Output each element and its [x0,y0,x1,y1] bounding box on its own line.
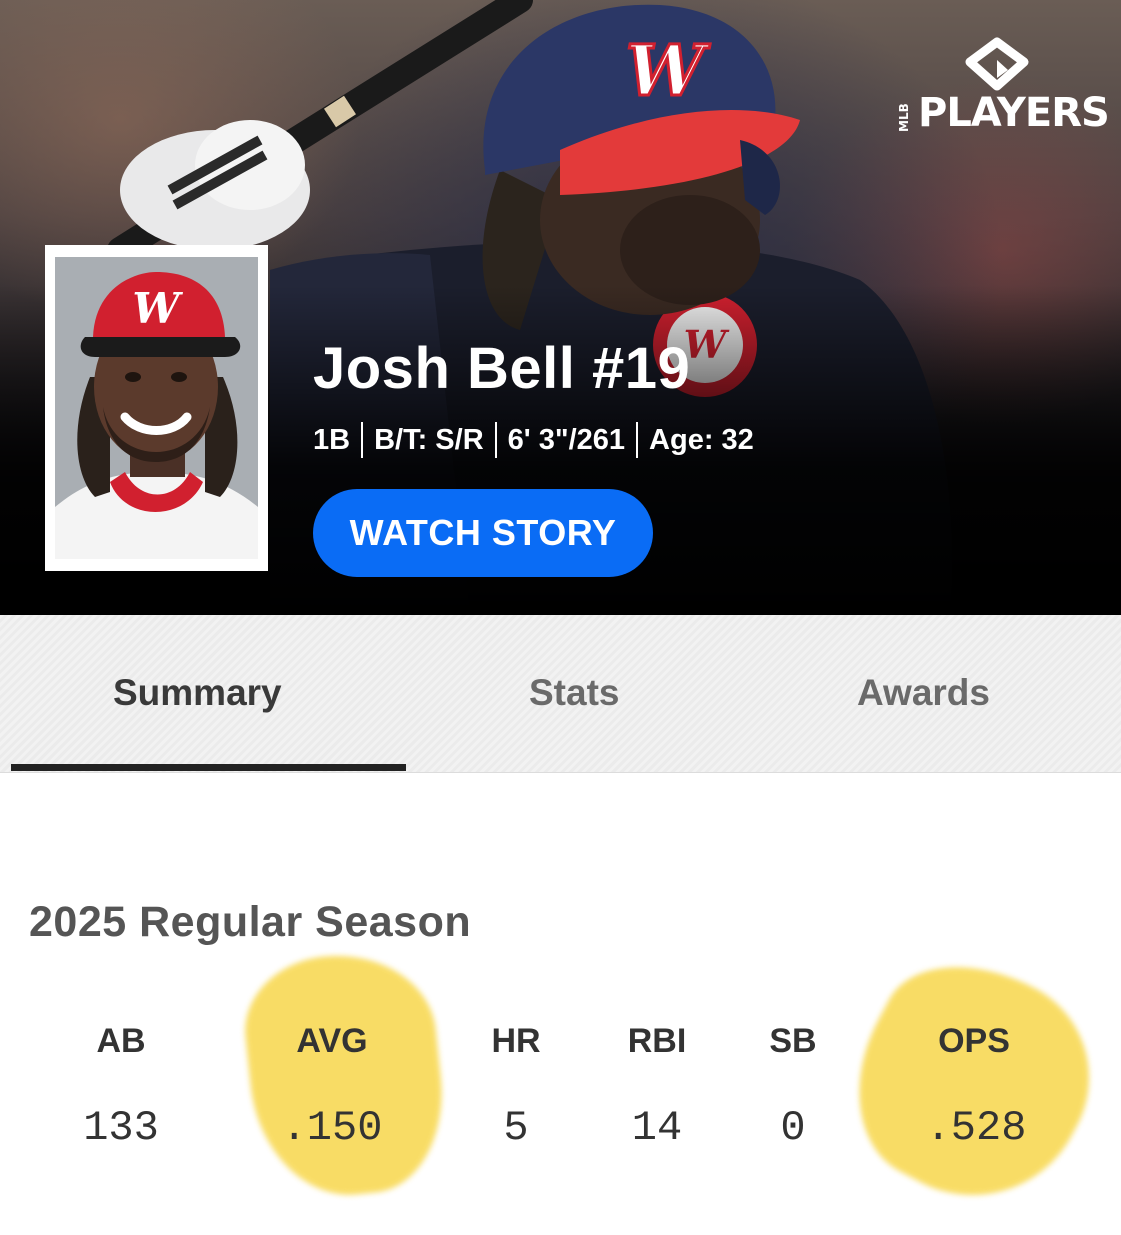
player-age: Age: 32 [649,423,754,456]
ops-highlight-mark [820,930,1121,1235]
player-headshot-card: W [45,245,268,571]
watch-story-button[interactable]: WATCH STORY [313,489,653,577]
player-hero-banner: W W MLB PLAYERS [0,0,1121,615]
mlb-small-wordmark: MLB [897,103,911,132]
stat-value-hr: 5 [503,1104,529,1152]
stat-header-avg: AVG [296,1022,368,1060]
stat-value-rbi: 14 [631,1104,683,1152]
stat-value-avg: .150 [281,1104,383,1152]
stat-header-sb: SB [769,1022,817,1060]
tab-stats[interactable]: Stats [529,672,620,713]
stat-header-rbi: RBI [627,1022,687,1060]
stat-header-ab: AB [96,1022,146,1060]
player-height-weight: 6' 3"/261 [507,423,626,456]
active-tab-indicator [11,764,406,771]
stat-value-sb: 0 [780,1104,806,1152]
player-position: 1B [313,423,351,456]
player-bats-throws: B/T: S/R [374,423,484,456]
info-divider [361,422,364,458]
players-wordmark: PLAYERS [918,90,1110,136]
tab-summary[interactable]: Summary [113,672,282,713]
player-info-line: 1B B/T: S/R 6' 3"/261 Age: 32 [313,422,754,458]
stat-value-ops: .528 [925,1104,1027,1152]
stat-header-hr: HR [491,1022,541,1060]
avg-highlight-mark [237,945,453,1205]
info-divider [494,422,497,458]
stat-value-ab: 133 [83,1104,159,1152]
player-name: Josh Bell #19 [313,336,691,401]
mlb-players-logo [965,37,1029,91]
svg-text:W: W [626,29,711,112]
season-title: 2025 Regular Season [29,898,472,946]
svg-text:W: W [132,284,183,333]
info-divider [636,422,639,458]
profile-tab-bar: Summary Stats Awards [0,615,1121,773]
player-headshot: W [55,257,258,559]
stat-header-ops: OPS [938,1022,1010,1060]
tab-awards[interactable]: Awards [857,672,990,713]
